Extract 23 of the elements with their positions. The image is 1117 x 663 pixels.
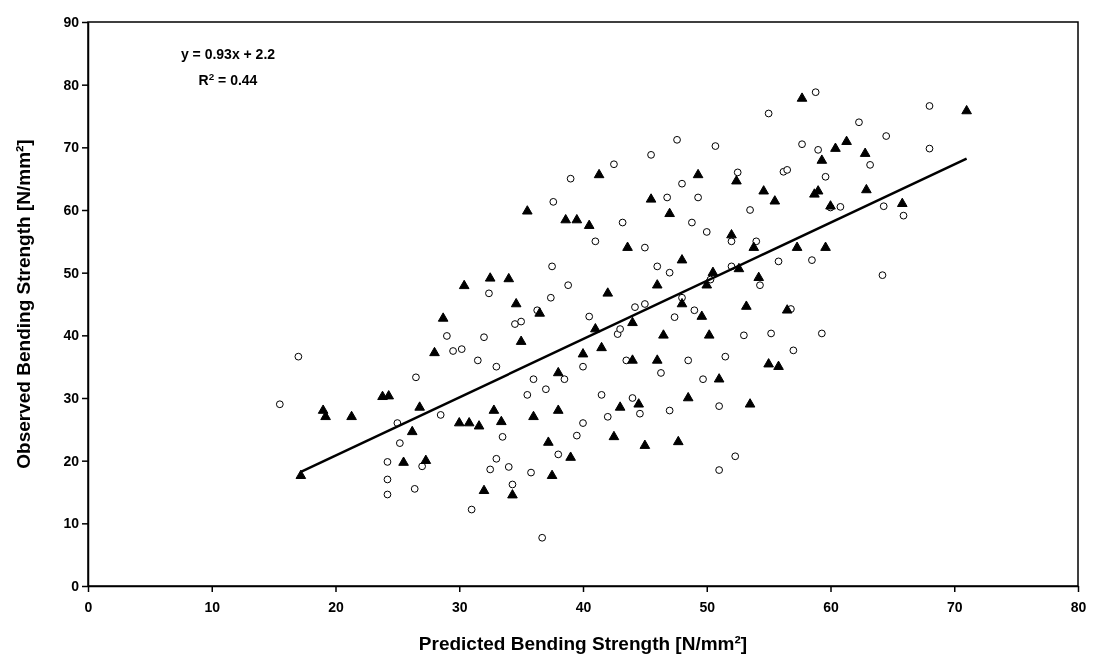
x-tick-label: 20 bbox=[328, 598, 344, 615]
x-tick-label: 80 bbox=[1070, 598, 1087, 615]
y-tick-label: 70 bbox=[63, 139, 80, 156]
annotation: R$^{2}$ = 0.44 bbox=[198, 70, 258, 88]
x-tick-label: 60 bbox=[823, 598, 839, 615]
y-tick-label: 90 bbox=[63, 13, 80, 30]
annotation: y = 0.93x + 2.2 bbox=[180, 46, 276, 62]
y-tick-label: 20 bbox=[63, 452, 80, 469]
y-tick-label: 0 bbox=[71, 577, 80, 594]
y-tick-label: 30 bbox=[63, 389, 80, 406]
y-tick-label: 10 bbox=[63, 515, 80, 532]
y-tick-label: 60 bbox=[63, 201, 80, 218]
x-tick-label: 70 bbox=[946, 598, 963, 615]
x-tick-label: 40 bbox=[575, 598, 592, 615]
x-tick-label: 10 bbox=[204, 598, 221, 615]
x-tick-label: 0 bbox=[84, 598, 93, 615]
y-tick-label: 40 bbox=[63, 327, 80, 344]
x-tick-label: 30 bbox=[451, 598, 468, 615]
x-axis-title: Predicted Bending Strength [N/mm²] bbox=[418, 633, 748, 654]
x-tick-label: 50 bbox=[699, 598, 716, 615]
y-tick-label: 50 bbox=[63, 264, 80, 281]
y-axis-title: Observed Bending Strength [N/mm²] bbox=[13, 139, 34, 469]
y-tick-label: 80 bbox=[63, 76, 80, 93]
